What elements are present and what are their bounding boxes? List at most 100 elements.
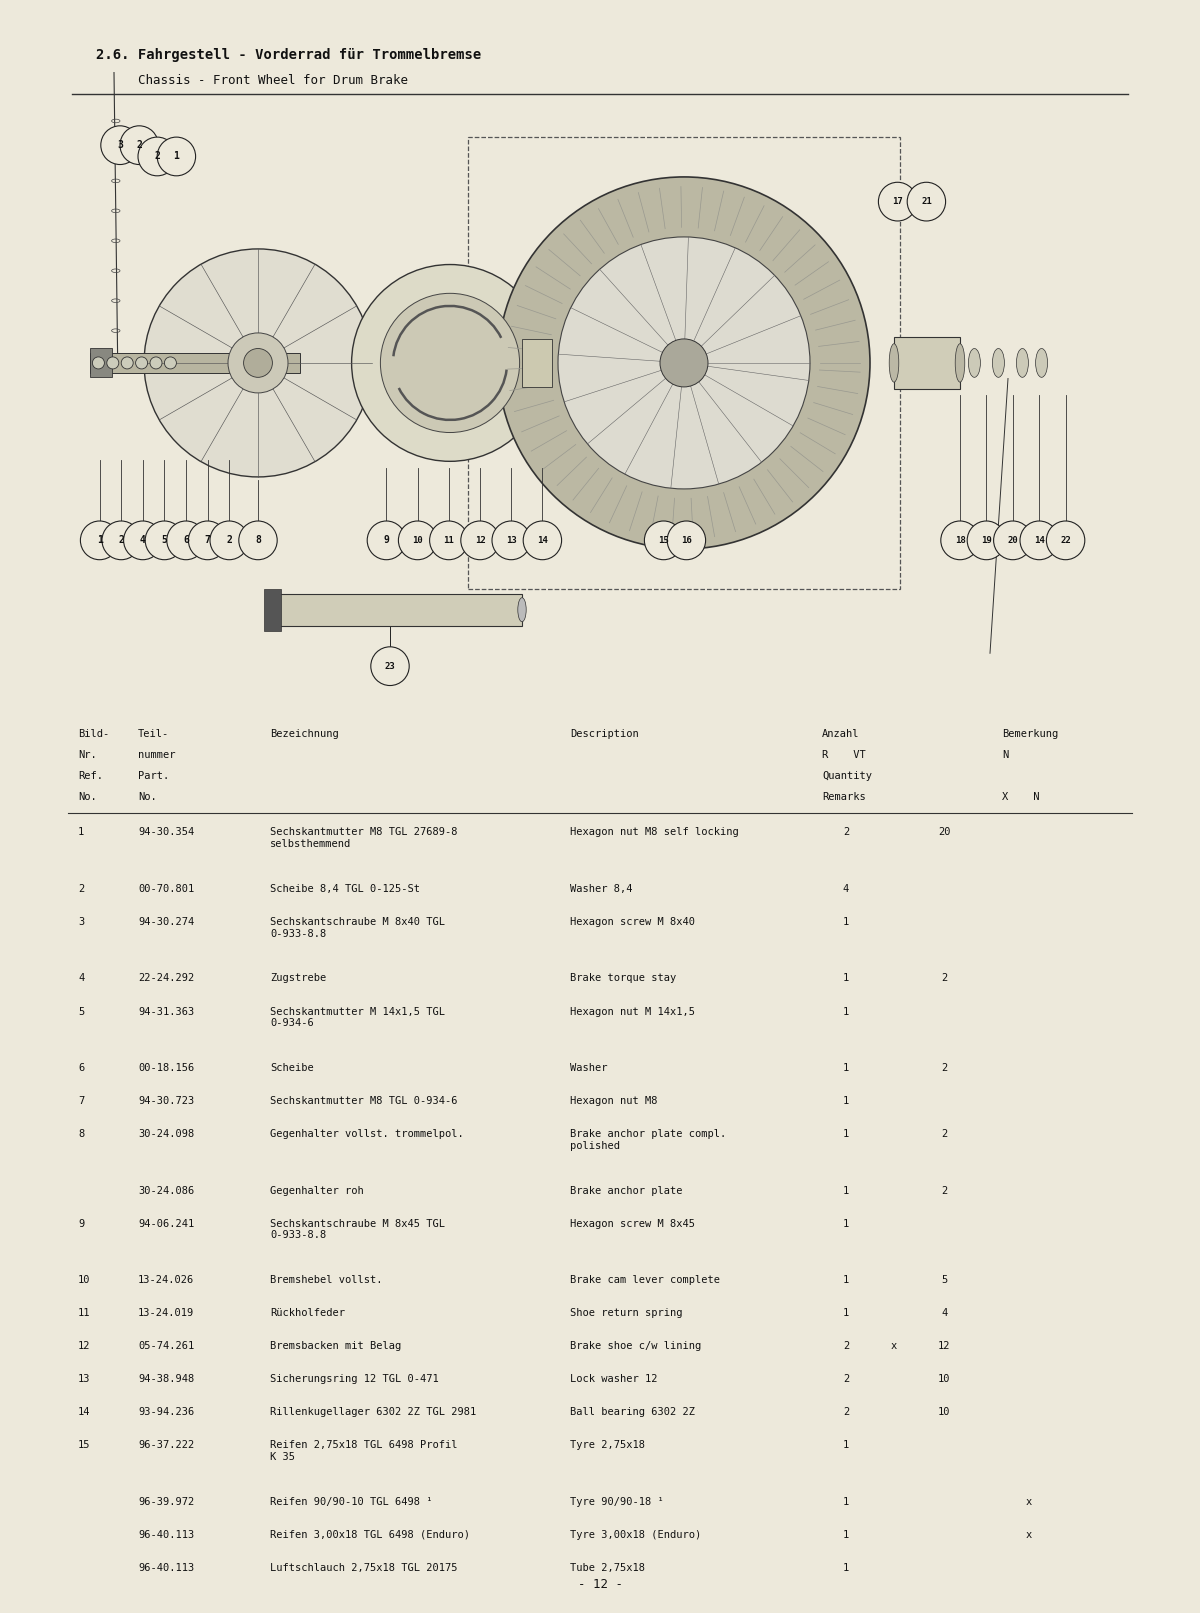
Text: Tyre 2,75x18: Tyre 2,75x18 [570,1440,646,1450]
Ellipse shape [145,521,184,560]
Ellipse shape [371,647,409,686]
Text: 9: 9 [384,536,389,545]
Ellipse shape [380,294,520,432]
Text: - 12 -: - 12 - [577,1578,623,1590]
Ellipse shape [1016,348,1028,377]
Text: Part.: Part. [138,771,169,781]
Text: 1: 1 [842,1097,850,1107]
Ellipse shape [101,126,139,165]
Ellipse shape [102,521,140,560]
Text: 2: 2 [941,1063,948,1073]
Ellipse shape [367,521,406,560]
Text: 2: 2 [78,884,84,894]
Text: 13-24.019: 13-24.019 [138,1308,194,1318]
Ellipse shape [239,521,277,560]
Text: 4: 4 [140,536,145,545]
Text: R    VT: R VT [822,750,865,760]
Ellipse shape [1046,521,1085,560]
Text: X    N: X N [1002,792,1039,802]
Ellipse shape [1020,521,1058,560]
Text: Washer 8,4: Washer 8,4 [570,884,632,894]
Ellipse shape [80,521,119,560]
Text: Teil-: Teil- [138,729,169,739]
Text: 12: 12 [475,536,485,545]
Ellipse shape [244,348,272,377]
Ellipse shape [228,332,288,394]
Text: No.: No. [78,792,97,802]
Text: Zugstrebe: Zugstrebe [270,973,326,984]
Text: Gegenhalter vollst. trommelpol.: Gegenhalter vollst. trommelpol. [270,1129,463,1139]
Text: 22: 22 [1061,536,1070,545]
Ellipse shape [136,356,148,369]
Ellipse shape [92,356,104,369]
Text: 2: 2 [842,1374,850,1384]
Ellipse shape [660,339,708,387]
Text: 14: 14 [538,536,547,545]
Ellipse shape [157,137,196,176]
Text: Remarks: Remarks [822,792,865,802]
Text: 12: 12 [78,1340,90,1352]
Text: Brake cam lever complete: Brake cam lever complete [570,1274,720,1286]
Text: Nr.: Nr. [78,750,97,760]
Ellipse shape [164,356,176,369]
Ellipse shape [955,344,965,382]
Ellipse shape [107,356,119,369]
Text: 00-70.801: 00-70.801 [138,884,194,894]
Text: Bezeichnung: Bezeichnung [270,729,338,739]
Text: 93-94.236: 93-94.236 [138,1407,194,1418]
Text: 2: 2 [842,1407,850,1418]
Text: Hexagon screw M 8x40: Hexagon screw M 8x40 [570,916,695,927]
Text: Shoe return spring: Shoe return spring [570,1308,683,1318]
Text: 23: 23 [385,661,395,671]
Ellipse shape [968,348,980,377]
Ellipse shape [124,521,162,560]
Ellipse shape [992,348,1004,377]
Text: Bremshebel vollst.: Bremshebel vollst. [270,1274,383,1286]
Text: Bild-: Bild- [78,729,109,739]
Text: 2: 2 [227,536,232,545]
Text: 10: 10 [938,1374,950,1384]
Text: x: x [890,1340,898,1352]
Text: Sechskantmutter M8 TGL 27689-8
selbsthemmend: Sechskantmutter M8 TGL 27689-8 selbsthem… [270,827,457,848]
Text: 30-24.086: 30-24.086 [138,1186,194,1195]
Text: 1: 1 [842,1186,850,1195]
Ellipse shape [120,126,158,165]
Bar [522,339,552,387]
Text: 1: 1 [842,1563,850,1573]
Text: Scheibe: Scheibe [270,1063,313,1073]
Text: Hexagon screw M 8x45: Hexagon screw M 8x45 [570,1219,695,1229]
Ellipse shape [498,177,870,548]
Text: 96-40.113: 96-40.113 [138,1529,194,1540]
Text: 7: 7 [205,536,210,545]
Text: 1: 1 [842,1219,850,1229]
Text: 1: 1 [842,1529,850,1540]
Text: 10: 10 [78,1274,90,1286]
Text: Tyre 3,00x18 (Enduro): Tyre 3,00x18 (Enduro) [570,1529,701,1540]
Text: 94-30.274: 94-30.274 [138,916,194,927]
Text: 22-24.292: 22-24.292 [138,973,194,984]
Text: 1: 1 [842,1063,850,1073]
Text: 16: 16 [682,536,691,545]
Text: Hexagon nut M8 self locking: Hexagon nut M8 self locking [570,827,739,837]
Text: No.: No. [138,792,157,802]
Text: 8: 8 [256,536,260,545]
Text: 96-37.222: 96-37.222 [138,1440,194,1450]
Text: 5: 5 [162,536,167,545]
Text: 6: 6 [184,536,188,545]
Text: 8: 8 [78,1129,84,1139]
Text: Bremsbacken mit Belag: Bremsbacken mit Belag [270,1340,401,1352]
Ellipse shape [492,521,530,560]
Text: Quantity: Quantity [822,771,872,781]
Text: 1: 1 [842,1440,850,1450]
Text: 10: 10 [938,1407,950,1418]
Text: Luftschlauch 2,75x18 TGL 20175: Luftschlauch 2,75x18 TGL 20175 [270,1563,457,1573]
Text: 12: 12 [938,1340,950,1352]
Text: 96-39.972: 96-39.972 [138,1497,194,1507]
Text: Description: Description [570,729,638,739]
Bar [90,353,300,373]
Ellipse shape [188,521,227,560]
Ellipse shape [121,356,133,369]
Text: 1: 1 [842,1007,850,1016]
Ellipse shape [558,237,810,489]
Text: 2: 2 [119,536,124,545]
